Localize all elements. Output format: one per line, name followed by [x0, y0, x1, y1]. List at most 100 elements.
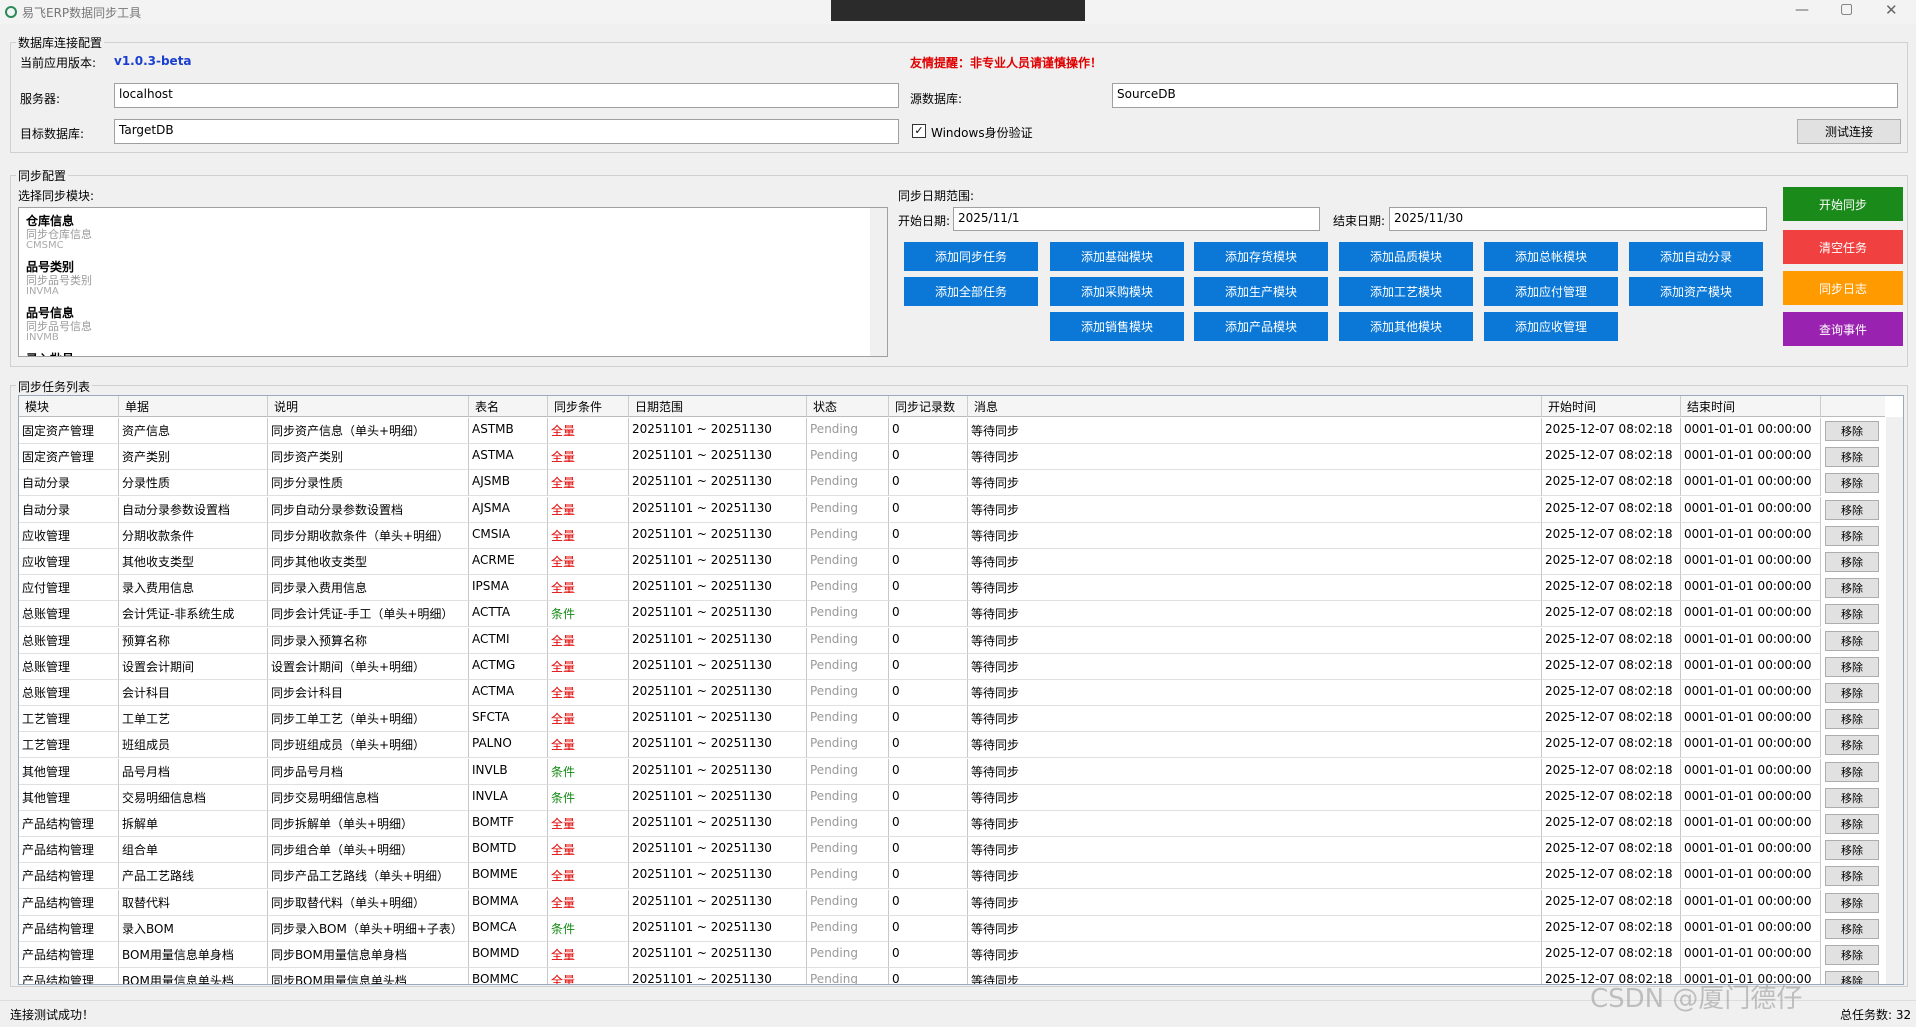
remove-button[interactable]: 移除	[1825, 525, 1879, 546]
add-button[interactable]: 添加销售模块	[1050, 312, 1184, 341]
table-cell: 设置会计期间（单头+明细）	[268, 653, 469, 680]
table-cell: 产品工艺路线	[119, 863, 268, 890]
remove-button[interactable]: 移除	[1825, 473, 1879, 494]
table-cell: 等待同步	[968, 968, 1542, 984]
table-cell: 全量	[548, 627, 629, 654]
table-cell: 资产信息	[119, 418, 268, 444]
toolbar	[831, 0, 1085, 21]
module-name[interactable]: 品号信息	[26, 306, 75, 320]
table-cell: 0	[889, 968, 968, 984]
remove-button[interactable]: 移除	[1825, 499, 1879, 520]
table-cell: 2025-12-07 08:02:18	[1542, 496, 1681, 523]
table-cell: 0001-01-01 00:00:00	[1681, 889, 1821, 916]
table-cell: 0	[889, 863, 968, 890]
remove-button[interactable]: 移除	[1825, 604, 1879, 625]
target-input[interactable]: TargetDB	[114, 119, 899, 144]
server-input[interactable]: localhost	[114, 83, 899, 108]
column-header: 单据	[119, 396, 268, 417]
add-button[interactable]: 添加采购模块	[1050, 277, 1184, 306]
remove-button[interactable]: 移除	[1825, 735, 1879, 756]
add-button[interactable]: 添加品质模块	[1339, 242, 1473, 271]
table-cell: 同步录入费用信息	[268, 575, 469, 602]
remove-button[interactable]: 移除	[1825, 945, 1879, 965]
table-cell: 0001-01-01 00:00:00	[1681, 706, 1821, 733]
remove-button[interactable]: 移除	[1825, 552, 1879, 572]
table-cell: Pending	[807, 784, 889, 811]
table-cell: 0001-01-01 00:00:00	[1681, 837, 1821, 864]
add-button[interactable]: 添加存货模块	[1194, 242, 1328, 271]
table-cell: 条件	[548, 601, 629, 628]
add-button[interactable]: 添加基础模块	[1050, 242, 1184, 271]
table-cell: 自动分录	[19, 470, 119, 497]
table-cell: 固定资产管理	[19, 444, 119, 471]
add-button[interactable]: 添加工艺模块	[1339, 277, 1473, 306]
table-cell: 0001-01-01 00:00:00	[1681, 444, 1821, 471]
remove-button[interactable]: 移除	[1825, 971, 1879, 984]
table-cell: 2025-12-07 08:02:18	[1542, 942, 1681, 968]
remove-button[interactable]: 移除	[1825, 787, 1879, 808]
table-cell: 0	[889, 732, 968, 759]
table-cell: 0001-01-01 00:00:00	[1681, 418, 1821, 444]
remove-button[interactable]: 移除	[1825, 630, 1879, 651]
add-button[interactable]: 添加生产模块	[1194, 277, 1328, 306]
module-name[interactable]: 仓库信息	[26, 214, 75, 228]
action-button[interactable]: 查询事件	[1783, 312, 1903, 346]
remove-button[interactable]: 移除	[1825, 761, 1879, 782]
action-button[interactable]: 开始同步	[1783, 187, 1903, 221]
add-button[interactable]: 添加同步任务	[904, 242, 1038, 271]
window-minimize[interactable]: —	[1795, 2, 1809, 18]
action-button[interactable]: 清空任务	[1783, 230, 1903, 264]
add-button[interactable]: 添加应付管理	[1484, 277, 1618, 306]
group-legend: 数据库连接配置	[16, 34, 105, 51]
remove-button[interactable]: 移除	[1825, 447, 1879, 468]
table-cell: 0	[889, 601, 968, 628]
table-cell: Pending	[807, 915, 889, 942]
table-cell: 全量	[548, 653, 629, 680]
table-cell: ACTMA	[469, 680, 548, 706]
table-cell: 资产类别	[119, 444, 268, 471]
end-date[interactable]: 2025/11/30	[1389, 207, 1767, 231]
action-button[interactable]: 同步日志	[1783, 271, 1903, 305]
source-input[interactable]: SourceDB	[1112, 83, 1898, 108]
remove-button[interactable]: 移除	[1825, 866, 1879, 887]
add-button[interactable]: 添加总帐模块	[1484, 242, 1618, 271]
add-button[interactable]: 添加资产模块	[1629, 277, 1763, 306]
table-cell: 全量	[548, 522, 629, 549]
add-button[interactable]: 添加自动分录	[1629, 242, 1763, 271]
table-cell: ACTTA	[469, 601, 548, 628]
table-cell: 0001-01-01 00:00:00	[1681, 496, 1821, 523]
table-cell: 分录性质	[119, 470, 268, 497]
label: 开始日期:	[898, 214, 951, 228]
window-maximize[interactable]: ▢	[1840, 1, 1854, 17]
remove-button[interactable]: 移除	[1825, 709, 1879, 730]
remove-button[interactable]: 移除	[1825, 578, 1879, 599]
table-cell: 等待同步	[968, 758, 1542, 785]
test-button[interactable]: 测试连接	[1797, 119, 1901, 144]
table-cell: 产品结构管理	[19, 968, 119, 984]
table-cell: 0001-01-01 00:00:00	[1681, 601, 1821, 628]
start-date[interactable]: 2025/11/1	[953, 207, 1320, 231]
remove-button[interactable]: 移除	[1825, 892, 1879, 913]
add-button[interactable]: 添加产品模块	[1194, 312, 1328, 341]
add-button[interactable]: 添加应收管理	[1484, 312, 1618, 341]
table-cell: 2025-12-07 08:02:18	[1542, 706, 1681, 733]
table-cell: 组合单	[119, 837, 268, 864]
table-cell: 产品结构管理	[19, 863, 119, 890]
add-button[interactable]: 添加全部任务	[904, 277, 1038, 306]
table-cell: 全量	[548, 863, 629, 890]
window-close[interactable]: ✕	[1885, 1, 1898, 19]
remove-button[interactable]: 移除	[1825, 814, 1879, 834]
remove-button[interactable]: 移除	[1825, 918, 1879, 939]
remove-button[interactable]: 移除	[1825, 656, 1879, 677]
checkbox[interactable]: ✓	[912, 124, 926, 138]
module-name[interactable]: 品号类别	[26, 260, 75, 274]
add-button[interactable]: 添加其他模块	[1339, 312, 1473, 341]
table-cell: 自动分录	[19, 496, 119, 523]
module-name[interactable]: 录入批号	[26, 350, 74, 356]
table-cell: ASTMA	[469, 444, 548, 471]
remove-button[interactable]: 移除	[1825, 840, 1879, 861]
remove-button[interactable]: 移除	[1825, 683, 1879, 703]
table-cell: 同步分录性质	[268, 470, 469, 497]
table-cell: Pending	[807, 444, 889, 471]
remove-button[interactable]: 移除	[1825, 421, 1879, 441]
